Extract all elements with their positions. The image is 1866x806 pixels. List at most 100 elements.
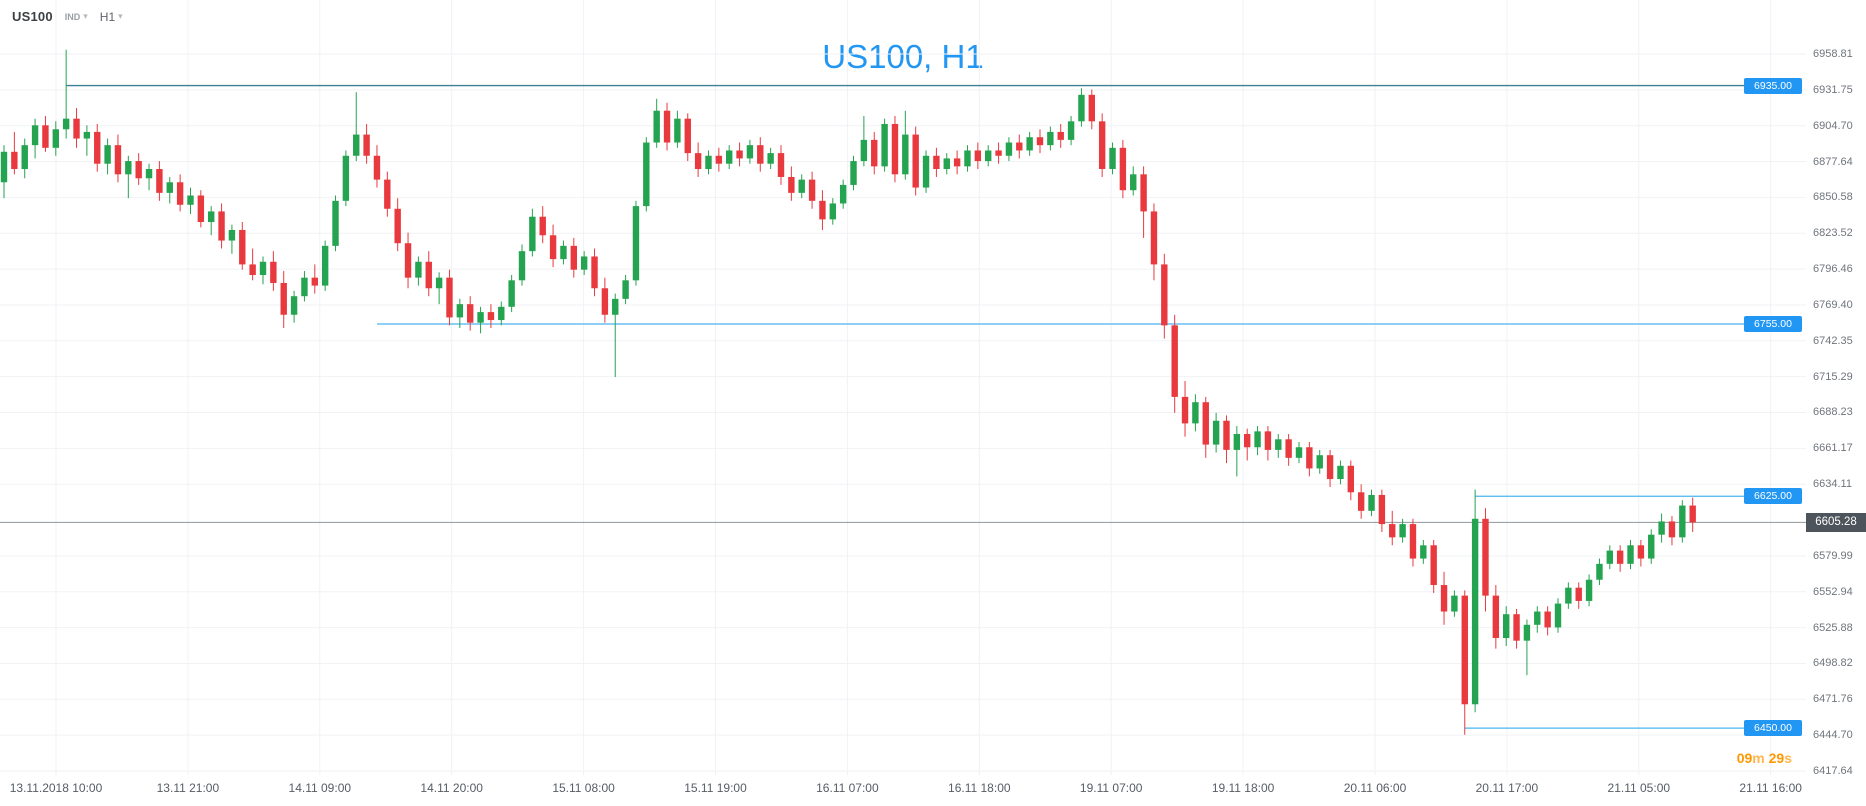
candle-body xyxy=(985,150,992,162)
candle-body xyxy=(415,261,422,278)
candle-body xyxy=(1016,142,1023,151)
candle-body xyxy=(1471,518,1479,705)
candle-body xyxy=(1181,396,1189,424)
price-axis-label: 6769.40 xyxy=(1813,298,1853,311)
price-axis-label: 6715.29 xyxy=(1813,370,1853,383)
price-axis-label: 6931.75 xyxy=(1813,83,1853,96)
candle-body xyxy=(1534,611,1541,625)
candle-body xyxy=(1389,524,1396,538)
candle-body xyxy=(1005,142,1013,156)
candle-body xyxy=(1192,402,1199,424)
price-axis-label: 6579.99 xyxy=(1813,549,1853,562)
candlestick-chart[interactable] xyxy=(0,0,1806,806)
instrument-type-dropdown[interactable]: IND ▾ xyxy=(65,12,88,22)
candle-body xyxy=(1295,447,1303,458)
candle-body xyxy=(1140,174,1147,212)
time-axis[interactable]: 13.11.2018 10:00 13.11 21:00 14.11 09:00 14… xyxy=(0,775,1806,806)
candle-body xyxy=(1202,402,1209,445)
time-axis-label: 15.11 08:00 xyxy=(552,781,615,795)
candle-body xyxy=(819,200,826,220)
candle-body xyxy=(1627,545,1634,564)
candle-body xyxy=(663,110,671,143)
candle-body xyxy=(1420,545,1427,559)
candle-body xyxy=(746,145,754,159)
candle-body xyxy=(1347,465,1354,493)
price-line-tag[interactable]: 6935.00 xyxy=(1744,77,1802,94)
candle-body xyxy=(125,161,132,175)
price-line-tag[interactable]: 6755.00 xyxy=(1744,316,1802,333)
price-line-tag[interactable]: 6450.00 xyxy=(1744,720,1802,737)
price-axis-label: 6796.46 xyxy=(1813,263,1853,276)
price-line-tag[interactable]: 6625.00 xyxy=(1744,488,1802,505)
candle-body xyxy=(529,216,536,252)
candle-body xyxy=(270,261,277,283)
price-axis-label: 6525.88 xyxy=(1813,621,1853,634)
candle-body xyxy=(404,243,412,278)
candle-body xyxy=(0,151,8,183)
candle-body xyxy=(498,306,505,321)
candle-body xyxy=(1244,433,1251,448)
candle-body xyxy=(518,251,526,281)
candle-body xyxy=(301,277,308,297)
candle-body xyxy=(1648,534,1655,559)
countdown-seconds-unit: s xyxy=(1784,750,1792,766)
candle-body xyxy=(1637,545,1645,559)
price-axis-label: 6661.17 xyxy=(1813,442,1853,455)
candle-body xyxy=(1150,211,1158,265)
candle-body xyxy=(1368,494,1375,511)
candle-body xyxy=(1161,264,1168,326)
candle-body xyxy=(1264,431,1272,450)
candle-body xyxy=(1306,447,1313,469)
candle-body xyxy=(1461,595,1468,705)
candle-body xyxy=(601,288,609,315)
candle-body xyxy=(467,304,474,323)
candle-body xyxy=(508,280,515,307)
candle-body xyxy=(353,134,360,156)
candle-body xyxy=(1275,439,1282,450)
candle-body xyxy=(156,169,163,193)
price-axis[interactable]: 6958.81 6931.75 6904.70 6877.64 6850.58 6823.… xyxy=(1806,0,1866,806)
candle-body xyxy=(363,134,370,156)
candle-body xyxy=(902,134,909,175)
price-axis-label: 6958.81 xyxy=(1813,48,1853,60)
time-axis-label: 13.11 21:00 xyxy=(156,781,220,795)
candle-body xyxy=(1212,420,1220,445)
candle-body xyxy=(1451,595,1458,612)
candle-body xyxy=(208,211,215,223)
time-axis-label: 13.11.2018 10:00 xyxy=(9,781,103,795)
timeframe-dropdown[interactable]: H1 ▾ xyxy=(100,10,123,24)
price-axis-label: 6904.70 xyxy=(1813,119,1853,132)
candle-body xyxy=(1036,137,1044,146)
candle-body xyxy=(912,134,919,188)
candle-body xyxy=(1658,521,1665,535)
candle-body xyxy=(1616,550,1624,564)
candle-body xyxy=(446,277,453,318)
candle-body xyxy=(135,161,142,179)
candle-body xyxy=(218,211,225,241)
candle-body xyxy=(11,151,18,170)
candle-body xyxy=(311,277,318,286)
timeframe-label: H1 xyxy=(99,9,116,24)
candle-body xyxy=(1026,137,1033,151)
candle-body xyxy=(1357,492,1365,511)
chart-toolbar: US100 IND ▾ H1 ▾ xyxy=(12,9,123,24)
candle-body xyxy=(591,256,598,289)
candle-body xyxy=(1326,455,1334,480)
symbol-label[interactable]: US100 xyxy=(12,9,53,24)
candle-body xyxy=(850,161,857,185)
candle-body xyxy=(1067,121,1075,140)
countdown-minutes-unit: m xyxy=(1752,750,1765,766)
chevron-down-icon: ▾ xyxy=(118,11,123,21)
candle-body xyxy=(94,131,101,164)
candle-body xyxy=(73,118,80,139)
candle-body xyxy=(249,264,256,276)
time-axis-label: 19.11 07:00 xyxy=(1079,781,1143,795)
candle-body xyxy=(871,139,878,167)
candle-body xyxy=(632,206,640,281)
candle-body xyxy=(1109,147,1116,170)
candle-body xyxy=(808,179,816,201)
candle-body xyxy=(684,118,691,154)
candle-body xyxy=(1399,524,1406,538)
candle-body xyxy=(1430,545,1437,586)
candle-body xyxy=(425,261,432,289)
